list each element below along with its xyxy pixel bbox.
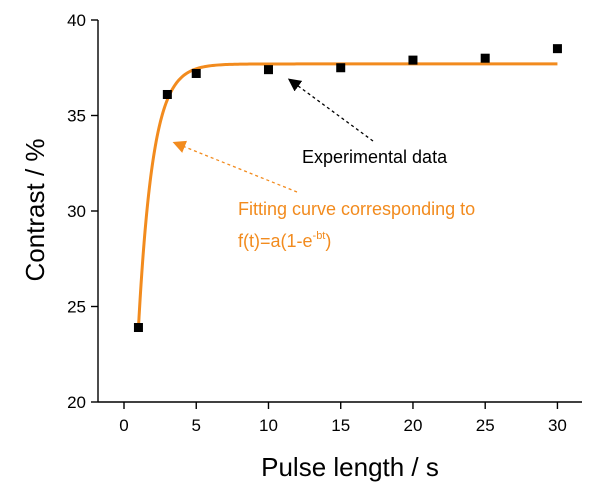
fitting-formula-close: ) <box>325 231 331 251</box>
data-point <box>162 89 172 99</box>
fitting-formula-label: f(t)=a(1-e-bt) <box>238 230 331 251</box>
x-tick-label: 20 <box>404 416 423 435</box>
x-tick-label: 0 <box>119 416 128 435</box>
experimental-data-label: Experimental data <box>302 147 448 167</box>
x-axis-label: Pulse length / s <box>261 452 439 482</box>
x-tick-label: 25 <box>476 416 495 435</box>
data-point <box>133 323 143 333</box>
fitting-curve-arrow <box>172 140 298 193</box>
y-axis-label: Contrast / % <box>20 138 50 281</box>
x-tick-label: 10 <box>259 416 278 435</box>
fitting-formula-exponent: -bt <box>313 230 326 242</box>
y-tick-label: 20 <box>67 393 86 412</box>
data-point <box>191 68 201 78</box>
data-point <box>552 44 562 54</box>
fitting-formula-main: f(t)=a(1-e <box>238 231 313 251</box>
data-point <box>336 63 346 73</box>
x-tick-label: 15 <box>331 416 350 435</box>
y-tick-label: 25 <box>67 298 86 317</box>
x-tick-label: 30 <box>548 416 567 435</box>
y-tick-label: 30 <box>67 202 86 221</box>
fit-curve <box>136 62 558 328</box>
y-tick-label: 40 <box>67 11 86 30</box>
data-point <box>408 55 418 65</box>
y-axis-ticks: 20 25 30 35 40 <box>67 11 98 412</box>
x-axis-ticks: 0 5 10 15 20 25 30 <box>119 402 567 435</box>
data-point <box>480 53 490 63</box>
y-tick-label: 35 <box>67 107 86 126</box>
x-tick-label: 5 <box>192 416 201 435</box>
data-points <box>133 44 562 333</box>
experimental-data-arrow <box>287 78 374 142</box>
fitting-curve-label: Fitting curve corresponding to <box>238 199 475 219</box>
data-point <box>263 65 273 75</box>
